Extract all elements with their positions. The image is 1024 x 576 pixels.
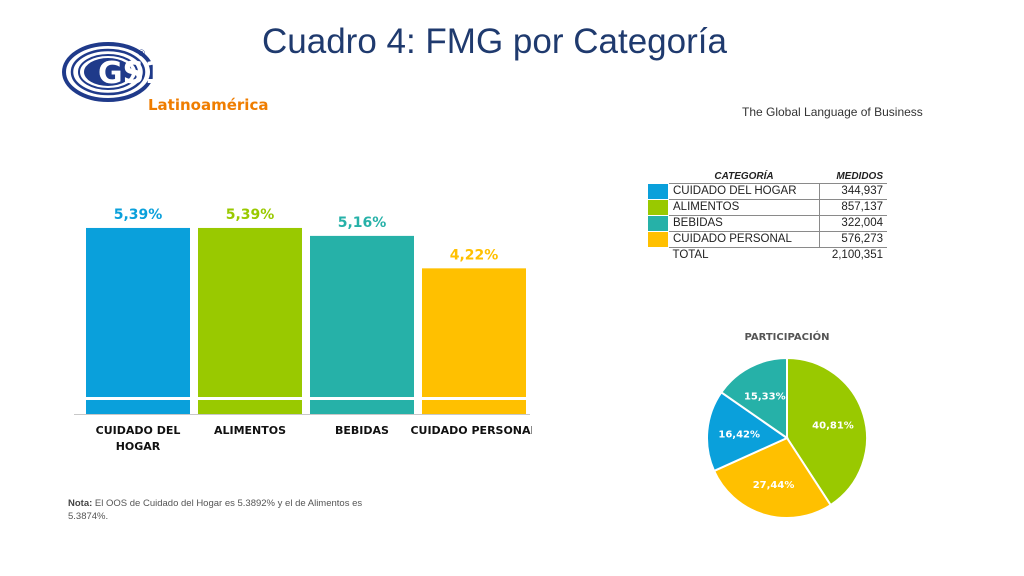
bar-value-label-0: 5,39%	[114, 207, 163, 223]
bar-value-label-1: 5,39%	[226, 207, 275, 223]
table-cell-category: ALIMENTOS	[668, 199, 821, 216]
pie-slice-label-1: 27,44%	[753, 480, 795, 491]
pie-slice-2	[706, 390, 790, 473]
table-cell-category: BEBIDAS	[668, 215, 821, 232]
table-cell-value: 344,937	[819, 183, 887, 200]
bar-divider-0	[86, 397, 190, 400]
total-spacer	[648, 248, 669, 264]
table-row: CUIDADO PERSONAL 576,273	[647, 231, 887, 248]
table-total-value: 2,100,351	[831, 249, 883, 261]
bar-1	[198, 227, 302, 414]
table-cell-value: 576,273	[819, 231, 887, 248]
pie-title: PARTICIPACIÓN	[744, 330, 829, 343]
gs1-logo-graphic: GS1 ® Latinoamérica	[62, 42, 268, 114]
table-cell-category: CUIDADO PERSONAL	[668, 231, 821, 248]
bar-3	[422, 268, 526, 414]
pie-slice-3	[719, 356, 788, 440]
table-cell-value: 322,004	[819, 215, 887, 232]
gs1-logo: GS1 ® Latinoamérica	[60, 42, 290, 117]
color-swatch	[647, 183, 669, 200]
pie-slice-label-0: 40,81%	[812, 420, 854, 431]
bar-2	[310, 235, 414, 414]
x-tick-label-2: BEBIDAS	[335, 424, 389, 437]
bar-chart: 5,39% CUIDADO DEL HOGAR 5,39% ALIMENTOS 5,16%…	[74, 207, 532, 453]
color-swatch	[647, 199, 669, 216]
color-swatch	[647, 231, 669, 248]
footnote-text: El OOS de Cuidado del Hogar es 5.3892% y…	[68, 498, 363, 522]
color-swatch	[647, 215, 669, 232]
bar-0	[86, 227, 190, 414]
logo-text: GS1	[98, 56, 165, 91]
table-row-total: TOTAL 2,100,351	[648, 248, 888, 264]
bar-divider-2	[310, 397, 414, 400]
table-cell-category: CUIDADO DEL HOGAR	[668, 183, 821, 200]
x-tick-label-3: CUIDADO PERSONAL	[410, 424, 532, 437]
slide-title: Cuadro 4: FMG por Categoría	[262, 22, 727, 61]
x-tick-label-0: CUIDADO DEL HOGAR	[96, 424, 181, 453]
table-row: ALIMENTOS 857,137	[647, 199, 887, 216]
pie-slice-label-3: 15,33%	[744, 391, 786, 402]
footnote: Nota: El OOS de Cuidado del Hogar es 5.3…	[68, 497, 388, 523]
bar-value-label-2: 5,16%	[338, 215, 387, 231]
data-table: CATEGORÍA MEDIDOS CUIDADO DEL HOGAR 344,9…	[647, 170, 887, 263]
pie-slice-label-2: 16,42%	[718, 430, 760, 441]
tagline: The Global Language of Business	[742, 105, 923, 119]
x-tick-label-1: ALIMENTOS	[214, 424, 286, 437]
table-header-measured: MEDIDOS	[836, 171, 883, 182]
pie-chart: PARTICIPACIÓN 40,81% 27,44% 16,42% 15,33%	[706, 330, 868, 519]
table-row: BEBIDAS 322,004	[647, 215, 887, 232]
table-row: CUIDADO DEL HOGAR 344,937	[647, 183, 887, 200]
table-total-label: TOTAL	[672, 249, 709, 261]
registered-mark: ®	[137, 49, 146, 59]
bar-divider-3	[422, 397, 526, 400]
bar-value-label-3: 4,22%	[450, 247, 499, 263]
logo-region: Latinoamérica	[148, 96, 268, 114]
table-header-spacer	[648, 170, 669, 184]
bar-divider-1	[198, 397, 302, 400]
table-cell-value: 857,137	[819, 199, 887, 216]
table-header-category: CATEGORÍA	[714, 171, 774, 182]
footnote-label: Nota:	[68, 498, 93, 509]
